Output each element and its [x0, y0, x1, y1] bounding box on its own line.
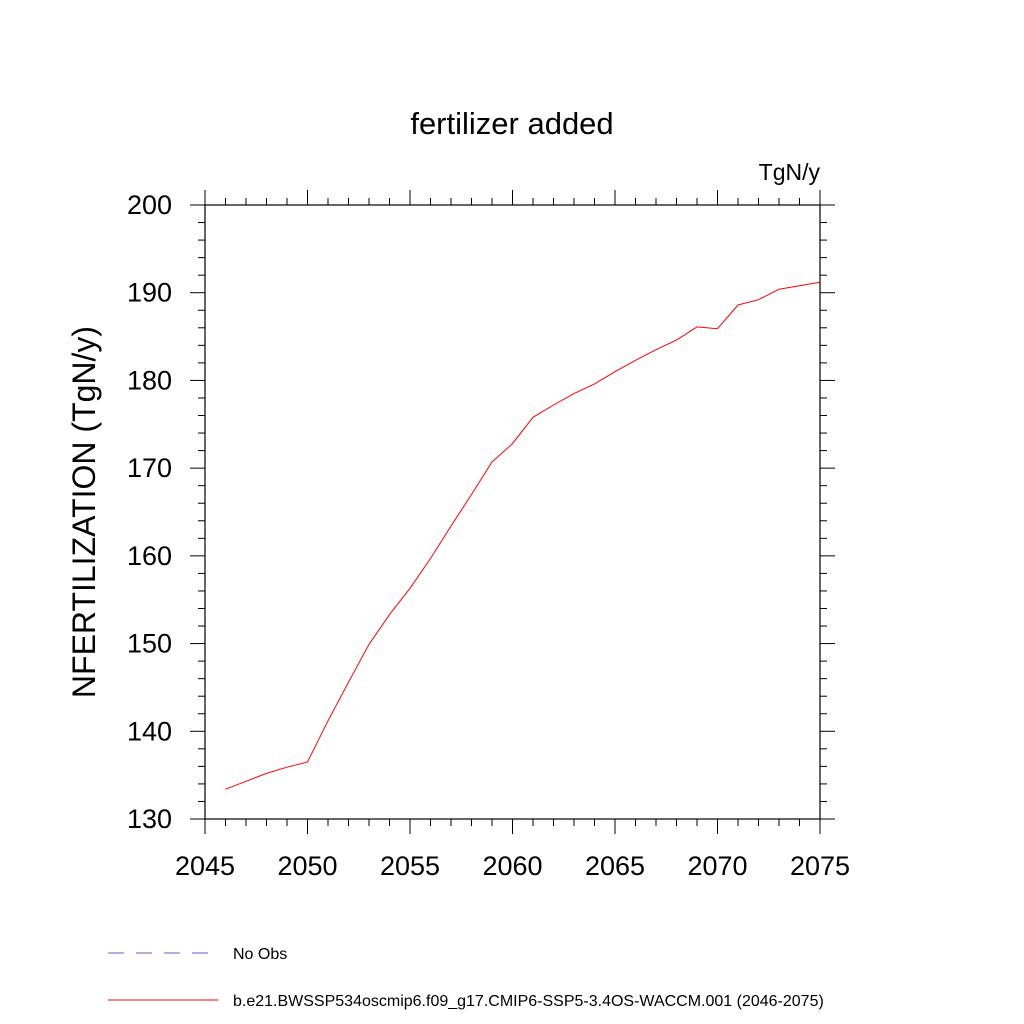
y-tick-label: 130: [127, 804, 172, 834]
axis-ticks: [190, 190, 835, 834]
y-tick-label: 150: [127, 629, 172, 659]
series-line: [225, 281, 821, 790]
y-tick-label: 180: [127, 365, 172, 395]
y-tick-label: 190: [127, 278, 172, 308]
x-tick-label: 2045: [175, 851, 235, 881]
data-series: [225, 281, 821, 790]
units-label: TgN/y: [759, 159, 821, 185]
axis-tick-labels: 2045 2050 2055 2060 2065 2070 2075 130 140 150 160…: [127, 190, 850, 881]
legend-label-model-run: b.e21.BWSSP534oscmip6.f09_g17.CMIP6-SSP5…: [233, 993, 824, 1010]
x-tick-label: 2075: [790, 851, 850, 881]
legend-label-no-obs: No Obs: [233, 946, 287, 963]
chart-title: fertilizer added: [410, 106, 613, 141]
legend: No Obs b.e21.BWSSP534oscmip6.f09_g17.CMI…: [108, 946, 824, 1010]
y-axis-label: NFERTILIZATION (TgN/y): [66, 326, 102, 698]
x-tick-label: 2050: [277, 851, 337, 881]
x-tick-label: 2065: [585, 851, 645, 881]
plot-frame: [204, 204, 821, 820]
y-tick-label: 170: [127, 453, 172, 483]
x-tick-label: 2060: [482, 851, 542, 881]
x-tick-label: 2070: [687, 851, 747, 881]
y-tick-label: 140: [127, 716, 172, 746]
y-tick-label: 160: [127, 541, 172, 571]
x-tick-label: 2055: [380, 851, 440, 881]
y-tick-label: 200: [127, 190, 172, 220]
